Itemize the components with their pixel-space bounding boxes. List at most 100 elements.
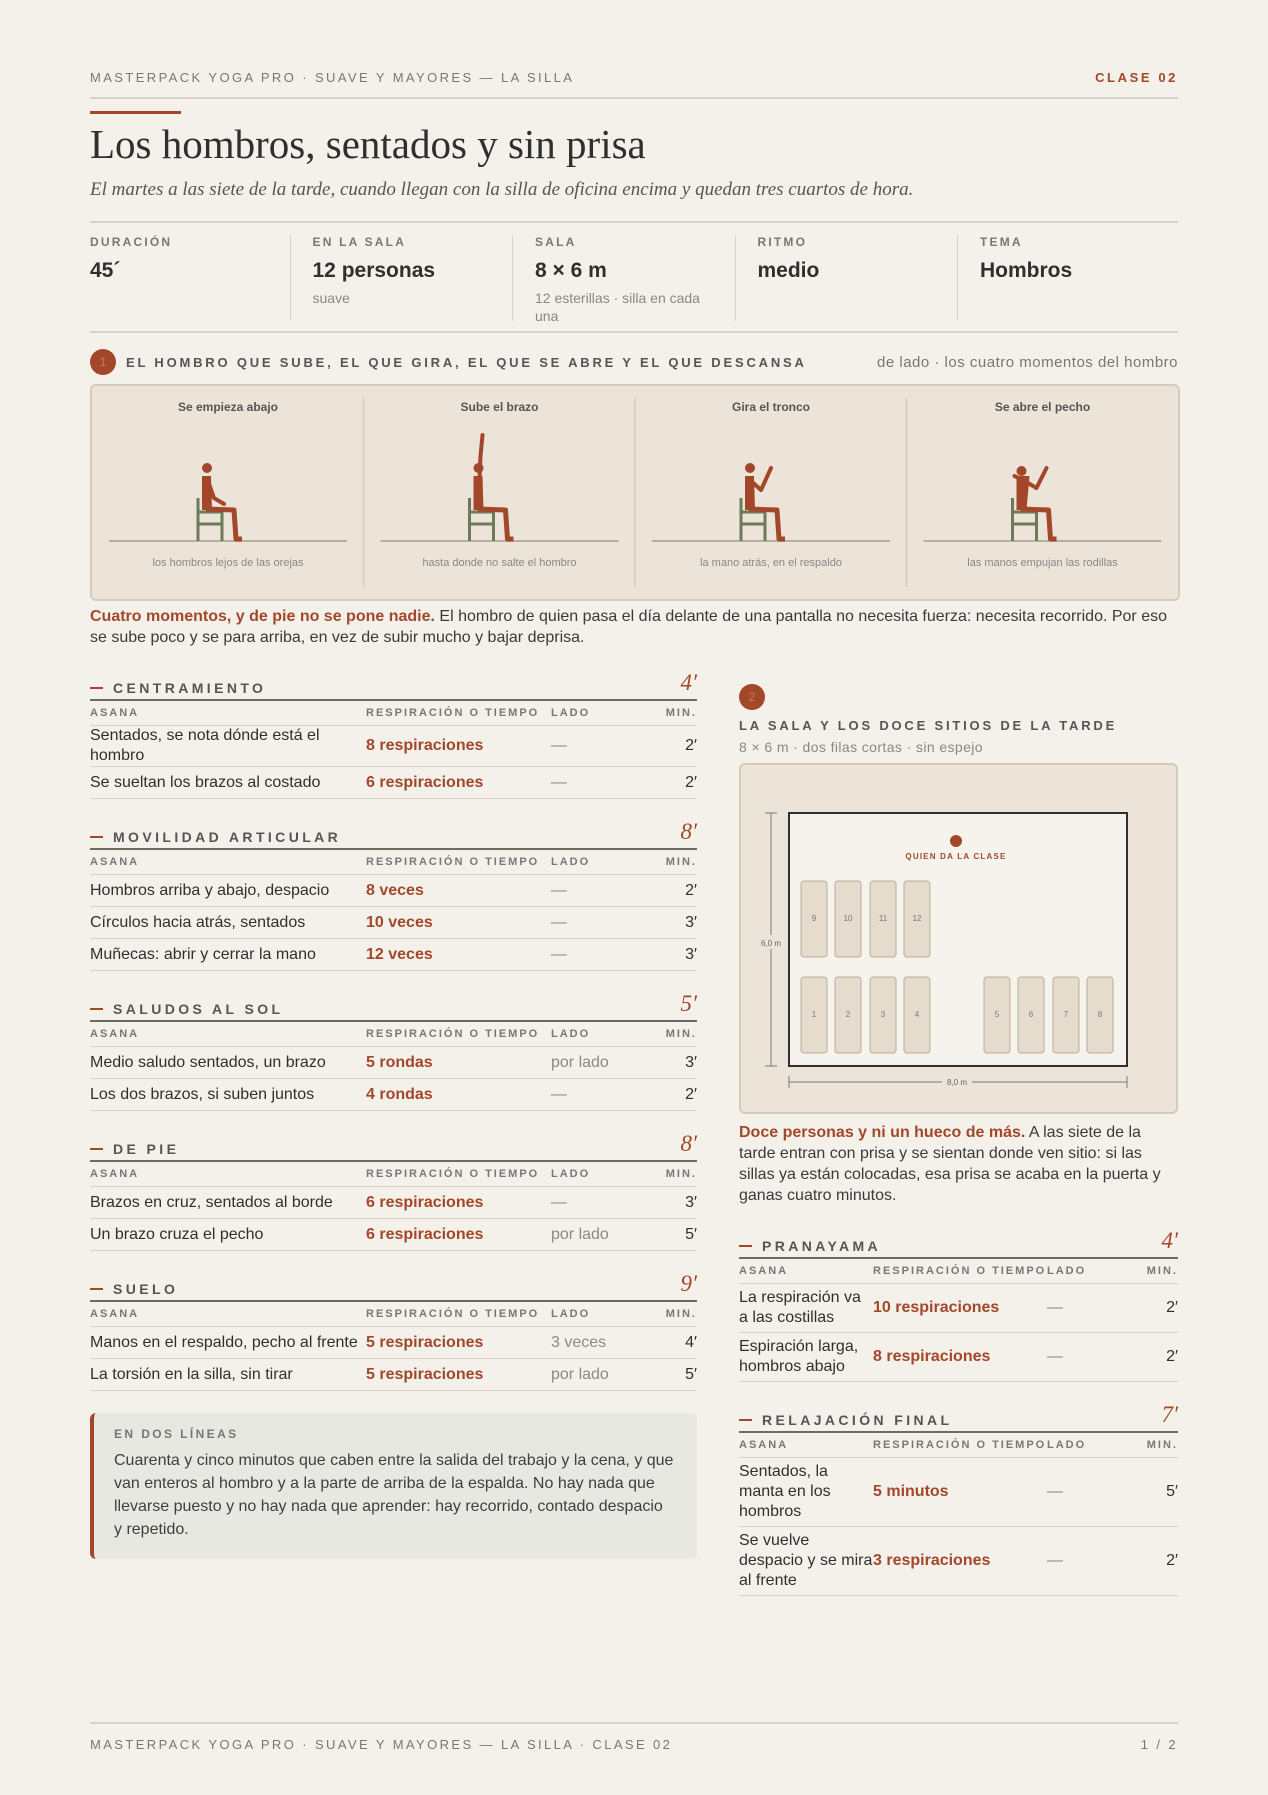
brand: MASTERPACK YOGA PRO · SUAVE Y MAYORES — … [90,70,575,85]
cell: 3′ [661,906,697,939]
torso [1016,476,1030,510]
stat: TEMA Hombros [980,235,1180,325]
cell: por lado [551,1218,661,1251]
pose-panels: Se empieza abajo los hombros lejos de las… [90,384,1180,601]
cell: — [1047,1283,1144,1333]
stat-label: EN LA SALA [312,235,407,249]
row: Espiración larga, hombros abajo 8 respira… [739,1332,1178,1382]
cell: 3′ [661,1186,697,1219]
cell: Espiración larga, hombros abajo [739,1332,873,1382]
header-row: ASANA RESPIRACIÓN O TIEMPO LADO MIN. [90,850,697,875]
panel-caption: los hombros lejos de las orejas [152,557,304,569]
column-header: MIN. [661,850,697,875]
cell: 5 minutos [873,1457,1047,1527]
column-header: RESPIRACIÓN O TIEMPO [366,1302,551,1327]
section-heading-left: 1 EL HOMBRO QUE SUBE, EL QUE GIRA, EL QUE… [90,349,807,375]
seat [1052,976,1080,1054]
right-column: 2 LA SALA Y LOS DOCE SITIOS DE LA TARDE 8 … [739,684,1178,1612]
stats-row: DURACIÓN 45´ EN LA SALA 12 personas suave SAL… [90,235,1178,324]
stat-label: SALA [535,235,577,249]
head [1016,466,1027,476]
cell: — [1047,1332,1144,1382]
legs [1020,506,1057,542]
session-table: ASANA RESPIRACIÓN O TIEMPO LADO MIN. Manos e… [90,1302,697,1391]
column-header: LADO [1047,1259,1144,1284]
cell: — [551,938,661,971]
row: Medio saludo sentados, un brazo 5 rondas p… [90,1046,697,1079]
stat-label: TEMA [980,235,1023,249]
dash [739,1419,752,1421]
seat-number: 11 [879,914,888,923]
stat: SALA 8 × 6 m 12 esterillas · silla en cada… [535,235,715,325]
arm [206,479,226,506]
column-header: MIN. [661,701,697,726]
cell: 8 veces [366,874,551,907]
cell: 5 respiraciones [366,1358,551,1391]
cell: 2′ [1144,1526,1178,1596]
cell: 2′ [661,766,697,799]
header-rule [90,97,1178,99]
stat-label: RITMO [757,235,808,249]
dash [90,1288,103,1290]
session-block: SUELO 9′ ASANA RESPIRACIÓN O TIEMPO LADO MIN.… [90,1267,697,1391]
section-title: LA SALA Y LOS DOCE SITIOS DE LA TARDE [739,718,1118,733]
session-table: ASANA RESPIRACIÓN O TIEMPO LADO MIN. La resp… [739,1259,1178,1382]
cell: 2′ [661,874,697,907]
stat-divider [957,235,958,321]
row: Los dos brazos, si suben juntos 4 rondas —… [90,1078,697,1111]
paragraph-lead: Doce personas y ni un hueco de más. [739,1124,1026,1141]
session-title: RELAJACIÓN FINAL [762,1412,953,1428]
section-number: 2 [739,684,765,710]
session-heading: SUELO 9′ [90,1267,697,1302]
dash [90,836,103,838]
stat-label: DURACIÓN [90,235,173,249]
cell: 8 respiraciones [366,725,551,767]
class-number: CLASE 02 [1095,70,1178,85]
row: Un brazo cruza el pecho 6 respiraciones po… [90,1218,697,1251]
stat-value: 12 personas [312,259,436,282]
session-name: SUELO [90,1281,178,1297]
column-header: ASANA [739,1259,873,1284]
head [745,463,755,473]
cell: 6 respiraciones [366,766,551,799]
dash [739,1245,752,1247]
stat-divider [512,235,513,321]
session-table: ASANA RESPIRACIÓN O TIEMPO LADO MIN. Brazos … [90,1162,697,1251]
session-minutes: 8′ [680,1131,697,1156]
row: Sentados, la manta en los hombros 5 minut… [739,1457,1178,1527]
dash [90,1008,103,1010]
arm [477,433,485,481]
dash [90,687,103,689]
cell: Un brazo cruza el pecho [90,1218,366,1251]
column-header: MIN. [661,1302,697,1327]
section-aside: de lado · los cuatro momentos del hombro [877,353,1178,371]
session-heading: SALUDOS AL SOL 5′ [90,987,697,1022]
cell: 2′ [661,1078,697,1111]
teacher-label: QUIEN DA LA CLASE [905,852,1006,861]
cell: Círculos hacia atrás, sentados [90,906,366,939]
stat-note: suave [312,290,350,306]
cell: — [551,906,661,939]
paragraph-text: El hombro de quien pasa el día delante d… [90,608,1167,646]
column-header: MIN. [1144,1259,1178,1284]
pose-illustrations: Se empieza abajo los hombros lejos de las… [109,398,1162,587]
height-label: 6,0 m [761,939,781,948]
cell: — [551,1078,661,1111]
column-header: RESPIRACIÓN O TIEMPO [366,701,551,726]
cell: Se vuelve despacio y se mira al frente [739,1526,873,1596]
section-subtitle: 8 × 6 m · dos filas cortas · sin espejo [739,739,983,755]
cell: 4 rondas [366,1078,551,1111]
cell: 5 rondas [366,1046,551,1079]
legs [477,506,514,542]
cell: Los dos brazos, si suben juntos [90,1078,366,1111]
session-block: DE PIE 8′ ASANA RESPIRACIÓN O TIEMPO LADO MIN… [90,1127,697,1251]
session-title: CENTRAMIENTO [113,680,267,696]
session-block: CENTRAMIENTO 4′ ASANA RESPIRACIÓN O TIEMPO L… [90,666,697,799]
session-title: SUELO [113,1281,179,1297]
footer-text: MASTERPACK YOGA PRO · SUAVE Y MAYORES — … [90,1737,673,1752]
column-header: MIN. [661,1162,697,1187]
summary-text: Cuarenta y cinco minutos que caben entre… [114,1452,674,1538]
cell: Muñecas: abrir y cerrar la mano [90,938,366,971]
column-header: MIN. [661,1022,697,1047]
